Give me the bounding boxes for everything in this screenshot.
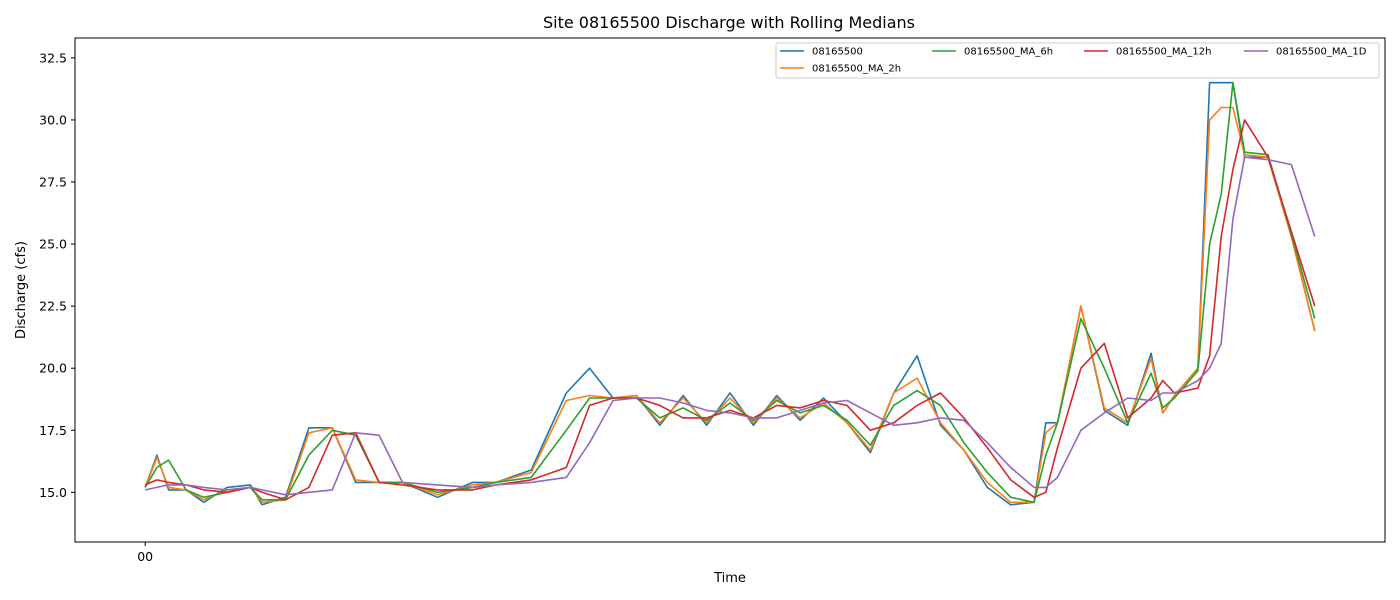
y-tick-label: 27.5 [39, 175, 67, 190]
y-tick-label: 22.5 [39, 299, 67, 314]
y-tick-label: 30.0 [39, 112, 67, 127]
legend-label: 08165500 [812, 47, 863, 58]
series-line-08165500 [144, 81, 1316, 506]
x-tick-label: 00 [137, 549, 153, 564]
x-axis: 00 [137, 542, 153, 564]
plot-frame [74, 37, 1386, 543]
y-tick-label: 17.5 [39, 423, 67, 438]
series-line-08165500-ma-6h [144, 81, 1316, 504]
series-layer [144, 81, 1316, 506]
y-axis: 15.0 17.5 20.0 22.5 25.0 27.5 30.0 32.5 [39, 50, 75, 500]
series-line-08165500-ma-2h [144, 106, 1316, 504]
y-tick-label: 15.0 [39, 485, 67, 500]
legend-label: 08165500_MA_1D [1276, 47, 1367, 58]
x-axis-title: Time [713, 571, 746, 586]
legend: 08165500 08165500_MA_2h 08165500_MA_6h 0816… [775, 42, 1380, 79]
legend-label: 08165500_MA_12h [1116, 47, 1211, 58]
series-line-08165500-ma-1d [145, 156, 1316, 496]
y-tick-label: 25.0 [39, 237, 67, 252]
y-axis-title: Discharge (cfs) [14, 241, 29, 339]
y-tick-label: 32.5 [39, 50, 67, 65]
legend-box [775, 42, 1380, 79]
chart-title: Site 08165500 Discharge with Rolling Med… [543, 13, 915, 32]
legend-label: 08165500_MA_6h [964, 47, 1053, 58]
series-line-08165500-ma-12h [144, 119, 1316, 501]
y-tick-label: 20.0 [39, 361, 67, 376]
legend-label: 08165500_MA_2h [812, 64, 901, 75]
